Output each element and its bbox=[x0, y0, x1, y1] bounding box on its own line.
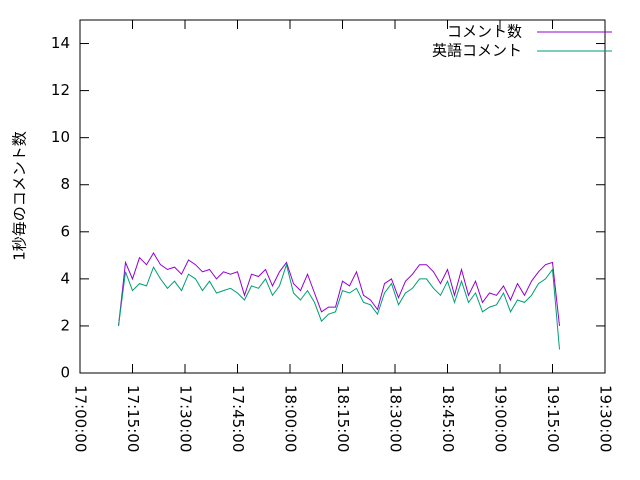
y-tick-label: 2 bbox=[60, 316, 70, 334]
plot-frame bbox=[79, 19, 606, 374]
y-axis-label: 1秒毎のコメント数 bbox=[11, 131, 29, 261]
x-tick-label: 18:30:00 bbox=[387, 385, 405, 452]
x-tick-label: 17:30:00 bbox=[177, 385, 195, 452]
x-tick-label: 19:30:00 bbox=[597, 385, 615, 452]
legend-label: 英語コメント bbox=[432, 42, 522, 60]
y-tick-label: 14 bbox=[51, 34, 70, 52]
y-tick-label: 0 bbox=[60, 364, 70, 382]
y-tick-label: 4 bbox=[60, 269, 70, 287]
y-tick-label: 12 bbox=[51, 81, 70, 99]
legend-label: コメント数 bbox=[447, 23, 522, 41]
y-tick-label: 6 bbox=[60, 222, 70, 240]
x-tick-label: 19:00:00 bbox=[492, 385, 510, 452]
x-tick-label: 17:45:00 bbox=[229, 385, 247, 452]
x-tick-label: 17:15:00 bbox=[124, 385, 142, 452]
x-tick-label: 19:15:00 bbox=[544, 385, 562, 452]
x-tick-label: 18:15:00 bbox=[334, 385, 352, 452]
x-tick-label: 18:00:00 bbox=[282, 385, 300, 452]
x-tick-label: 17:00:00 bbox=[72, 385, 90, 452]
series-line bbox=[118, 252, 560, 326]
y-tick-label: 8 bbox=[60, 175, 70, 193]
x-tick-label: 18:45:00 bbox=[439, 385, 457, 452]
series-line bbox=[118, 262, 560, 350]
y-tick-label: 10 bbox=[51, 128, 70, 146]
